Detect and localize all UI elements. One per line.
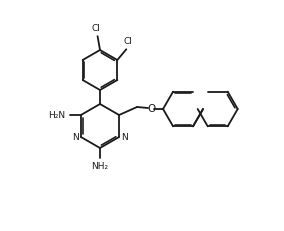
Text: Cl: Cl [124, 37, 133, 46]
Text: O: O [147, 104, 155, 114]
Text: Cl: Cl [91, 24, 100, 33]
Text: H₂N: H₂N [48, 110, 65, 119]
Text: NH₂: NH₂ [91, 162, 108, 171]
Text: N: N [72, 133, 79, 142]
Text: N: N [121, 133, 128, 142]
